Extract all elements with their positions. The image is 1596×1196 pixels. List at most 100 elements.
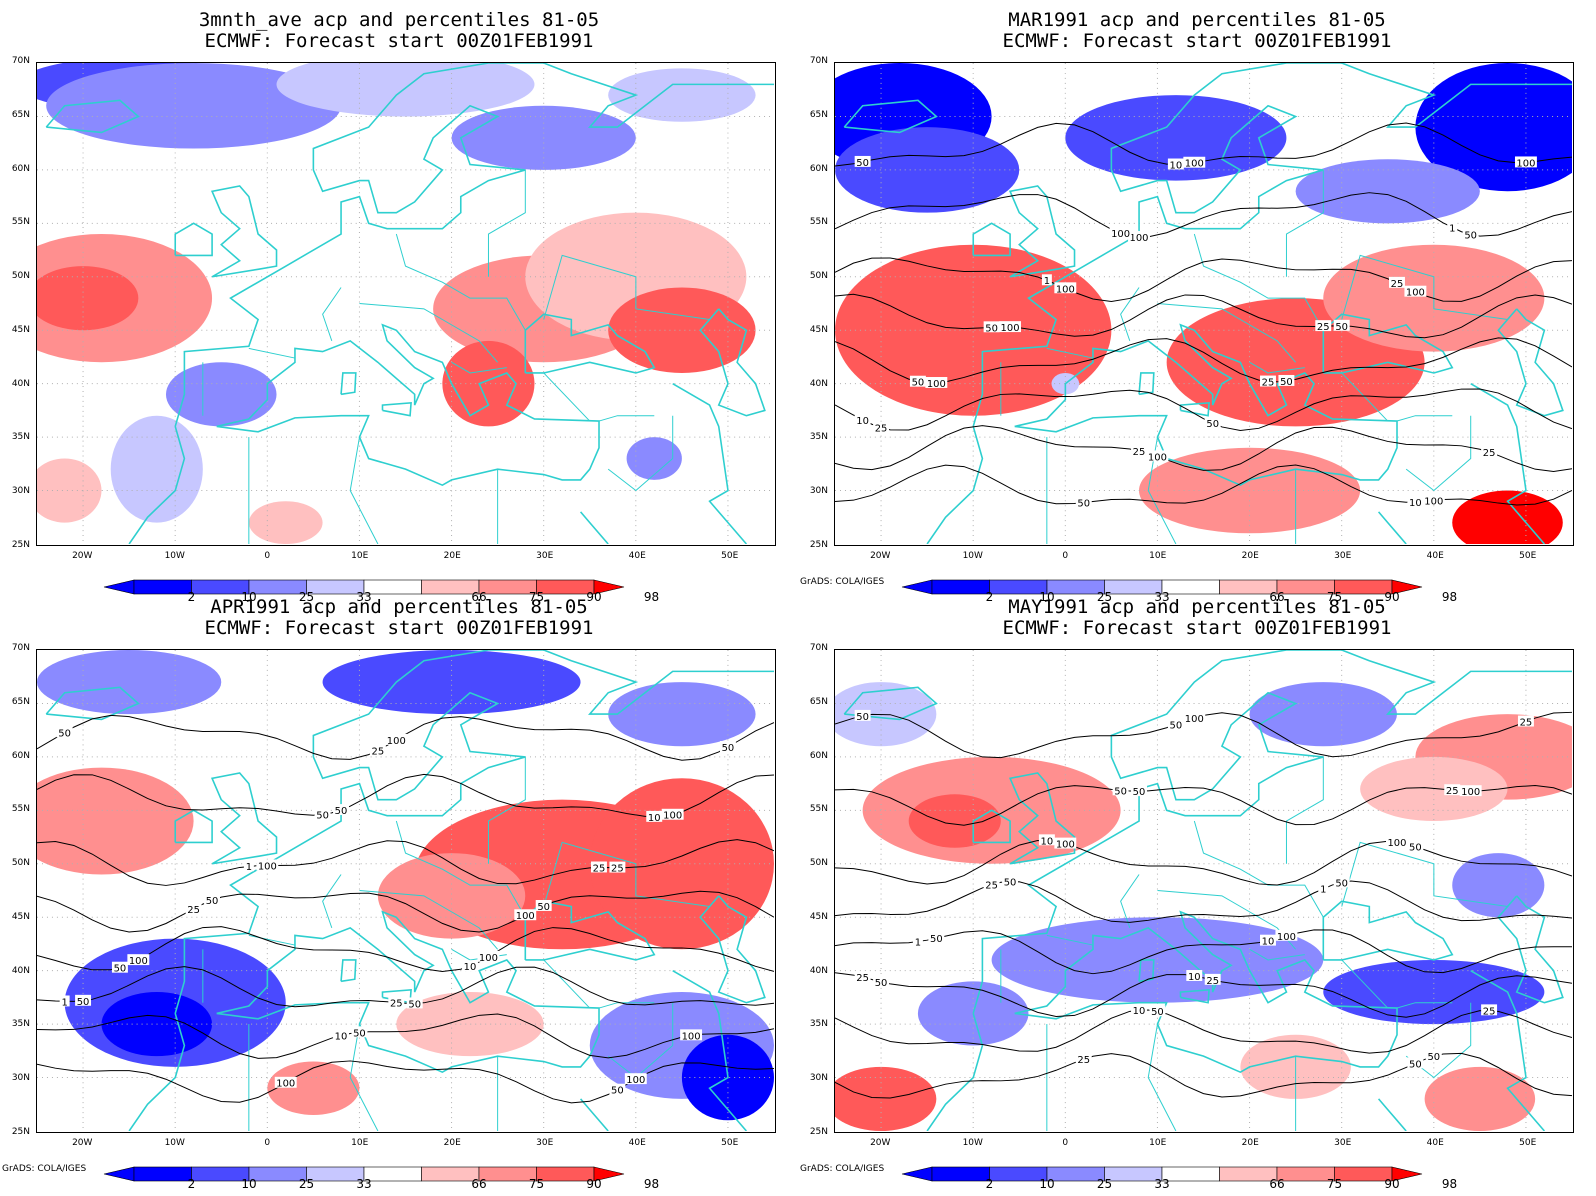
colorbar-arrow-high — [593, 579, 625, 595]
country-border — [1341, 254, 1508, 320]
contour-label: 1 — [1449, 224, 1455, 235]
colorbar-label: 90 — [586, 590, 602, 604]
coastline — [699, 895, 766, 1004]
colorbar-label: 98 — [1441, 590, 1458, 604]
coastline — [972, 809, 1011, 844]
contour-label: 100 — [1406, 288, 1425, 299]
coastline — [1008, 772, 1076, 865]
coastline — [1138, 372, 1155, 396]
percentile-shading-p90 — [908, 794, 1001, 848]
lon-tick-label: 0 — [264, 1138, 271, 1148]
contour-label: 100 — [927, 379, 946, 390]
contour-label: 50 — [1114, 786, 1127, 797]
contour-line — [835, 337, 1572, 384]
panel-subtitle: ECMWF: Forecast start 00Z01FEB1991 — [1002, 30, 1392, 52]
contour-label: 100 — [1056, 840, 1075, 851]
contour-label: 100 — [258, 861, 277, 872]
grads-credit: GrADS: COLA/IGES — [800, 577, 885, 587]
contour-label: 100 — [663, 811, 682, 822]
country-border — [1405, 415, 1472, 492]
panel-title: MAY1991 acp and percentiles 81-05 — [1008, 596, 1386, 618]
contour-label: 25 — [856, 973, 869, 984]
percentile-shading-p90 — [835, 1066, 937, 1131]
map-area — [36, 62, 776, 546]
contour-label: 50 — [1206, 419, 1219, 430]
map-panel-4: MAY1991 acp and percentiles 81-05 ECMWF: … — [798, 587, 1596, 1191]
coastline — [1179, 402, 1210, 417]
coastline — [1497, 308, 1564, 417]
map-svg: 5050505010050505010010010050502525252550… — [835, 650, 1572, 1131]
percentile-shading-p10 — [1323, 959, 1545, 1025]
percentile-shading-p75 — [377, 853, 526, 939]
country-border — [1341, 372, 1389, 422]
coastline — [579, 511, 609, 544]
country-border — [248, 934, 296, 946]
contour-label: 50 — [1335, 322, 1348, 333]
lon-tick-label: 20W — [72, 1138, 93, 1148]
contour-label: 100 — [1148, 452, 1167, 463]
map-area: 50 100 100 100 50 25 100 100 100 50 100 50 100 50 25 50… — [834, 62, 1574, 546]
coastline — [524, 313, 656, 374]
contour-line — [37, 926, 774, 972]
lon-tick-label: 30E — [1334, 551, 1352, 561]
contour-label: 10 — [1170, 160, 1183, 171]
colorbar-label: 90 — [1384, 590, 1400, 604]
coastline — [340, 372, 357, 396]
colorbar — [901, 1166, 1423, 1182]
country-border — [487, 756, 526, 864]
coastline — [340, 959, 357, 983]
lat-tick-label: 60N — [11, 750, 30, 761]
colorbar-label: 33 — [356, 590, 372, 604]
contour-label: 25 — [1446, 786, 1459, 797]
lat-tick-label: 65N — [11, 109, 30, 120]
coastline — [972, 222, 1011, 257]
coastline — [926, 426, 984, 544]
colorbar-label: 66 — [471, 590, 487, 604]
contour-line — [835, 840, 1572, 886]
lon-tick-label: 0 — [1062, 551, 1069, 561]
contour-label: 100 — [1185, 714, 1204, 725]
country-border — [598, 1002, 655, 1009]
contour-label: 10 — [648, 813, 661, 824]
contour-label: 50 — [335, 806, 348, 817]
country-border — [487, 169, 526, 277]
percentile-shading-p25 — [626, 437, 682, 480]
country-border — [1147, 1023, 1177, 1131]
lat-tick-label: 50N — [11, 858, 30, 869]
lat-tick-label: 35N — [809, 432, 828, 443]
coastline — [216, 910, 600, 1074]
percentile-shading-p90 — [37, 266, 139, 331]
lat-tick-label: 65N — [11, 696, 30, 707]
coastline — [972, 650, 1572, 1014]
coastline — [1377, 511, 1407, 544]
contour-line — [835, 293, 1572, 339]
contour-label: 50 — [722, 743, 735, 754]
lon-tick-label: 10E — [1149, 1138, 1167, 1148]
percentile-shading-p33 — [110, 415, 203, 523]
colorbar-label: 33 — [1154, 1177, 1170, 1191]
colorbar-arrow-high — [1391, 1166, 1423, 1182]
percentile-shading-p25 — [608, 682, 756, 747]
country-border — [359, 303, 499, 363]
country-border — [1120, 874, 1140, 929]
percentile-shading-p75 — [267, 1061, 360, 1115]
contour-line — [37, 890, 774, 933]
contour-label: 10 — [335, 1031, 348, 1042]
percentile-shading-p75 — [1424, 1066, 1536, 1131]
coastline — [843, 99, 938, 134]
contour-label: 50 — [985, 323, 998, 334]
coastline — [210, 185, 278, 278]
contour-label: 50 — [408, 999, 421, 1010]
contour-label: 50 — [856, 158, 869, 169]
lat-tick-label: 55N — [11, 804, 30, 815]
country-border — [322, 287, 342, 342]
coastline — [1014, 323, 1398, 487]
colorbar-label: 75 — [1326, 590, 1343, 604]
colorbar-label: 2 — [187, 590, 196, 604]
lon-tick-label: 30E — [1334, 1138, 1352, 1148]
colorbar-label: 25 — [298, 590, 315, 604]
contour-line — [835, 425, 1572, 473]
panel-title: MAR1991 acp and percentiles 81-05 — [1008, 9, 1386, 31]
colorbar-label: 2 — [985, 590, 994, 604]
lat-tick-label: 25N — [809, 540, 828, 550]
